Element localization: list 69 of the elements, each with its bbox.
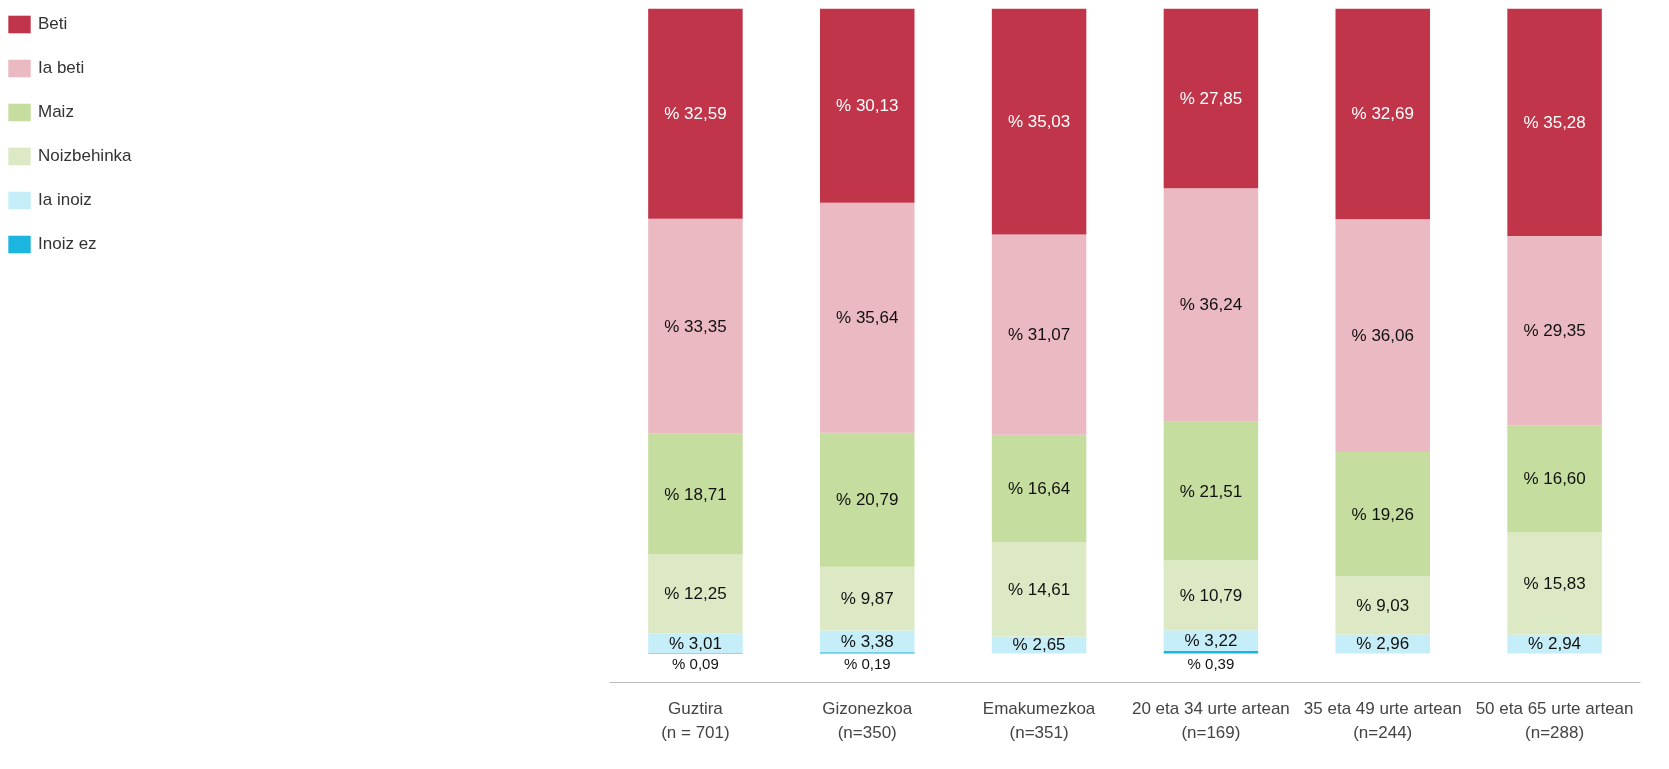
data-label: % 30,13 (836, 96, 899, 116)
data-label: % 15,83 (1523, 573, 1586, 593)
bar (1163, 421, 1259, 561)
bar (991, 8, 1087, 235)
x-tick-label: 35 eta 49 urte artean (n=244) (1303, 698, 1462, 743)
data-label: % 18,71 (664, 484, 727, 504)
bar (820, 8, 915, 203)
legend-label: Beti (38, 14, 68, 34)
data-label: % 0,39 (1187, 655, 1235, 673)
bar (648, 218, 743, 434)
x-tick-label: Guztira (n = 701) (661, 698, 730, 743)
data-label: % 14,61 (1007, 579, 1071, 599)
bar (1335, 576, 1430, 635)
data-label: % 36,06 (1351, 326, 1414, 346)
data-label: % 21,51 (1179, 481, 1243, 501)
bar (991, 234, 1087, 435)
data-label: % 35,64 (836, 308, 899, 328)
data-label: % 16,60 (1523, 469, 1586, 489)
bar (820, 432, 915, 567)
legend-label: Ia inoiz (38, 190, 92, 210)
bar (1507, 236, 1602, 426)
data-label: % 20,79 (836, 490, 899, 510)
bar (648, 554, 743, 634)
data-label: % 3,38 (840, 631, 894, 651)
bar (820, 202, 915, 433)
bar (1335, 451, 1430, 577)
data-label: % 35,28 (1523, 112, 1586, 132)
data-label: % 2,94 (1528, 634, 1582, 654)
data-label: % 27,85 (1179, 88, 1243, 108)
data-label: % 35,03 (1007, 111, 1071, 131)
data-label: % 32,59 (664, 104, 727, 124)
legend-label: Maiz (38, 102, 74, 122)
data-label: % 0,19 (843, 655, 891, 673)
legend-label: Noizbehinka (38, 146, 132, 166)
legend-label: Ia beti (38, 58, 85, 78)
data-label: % 32,69 (1351, 104, 1414, 124)
bar (648, 8, 743, 219)
bar (1163, 560, 1259, 631)
data-label: % 10,79 (1179, 585, 1243, 605)
bar (991, 542, 1087, 637)
x-tick-label: Emakumezkoa (n=351) (982, 698, 1096, 743)
bar (820, 566, 915, 631)
bar (1507, 8, 1602, 237)
data-label: % 12,25 (664, 584, 727, 604)
x-tick-label: 20 eta 34 urte artean (n=169) (1132, 698, 1290, 743)
data-label: % 9,87 (840, 589, 894, 609)
bar (1335, 219, 1430, 452)
x-tick-label: 50 eta 65 urte artean (n=288) (1475, 698, 1634, 743)
data-label: % 29,35 (1523, 321, 1586, 341)
data-label: % 33,35 (664, 316, 727, 336)
data-label: % 16,64 (1007, 478, 1071, 498)
data-label: % 36,24 (1179, 295, 1243, 315)
data-label: % 3,01 (668, 633, 722, 653)
data-label: % 19,26 (1351, 504, 1414, 524)
bar (1335, 8, 1430, 220)
data-label: % 2,65 (1012, 635, 1066, 655)
data-label: % 31,07 (1007, 325, 1071, 345)
bar (1507, 532, 1602, 635)
x-tick-label: Gizonezkoa (n=350) (822, 698, 913, 743)
data-label: % 9,03 (1356, 595, 1410, 615)
bar (1163, 8, 1259, 189)
data-label: % 0,09 (672, 655, 719, 673)
legend-label: Inoiz ez (38, 234, 97, 254)
bar (1507, 425, 1602, 533)
data-label: % 2,96 (1356, 634, 1410, 654)
data-label: % 3,22 (1184, 631, 1238, 651)
bar (1163, 188, 1259, 422)
bar (648, 433, 743, 555)
bar (991, 434, 1087, 543)
